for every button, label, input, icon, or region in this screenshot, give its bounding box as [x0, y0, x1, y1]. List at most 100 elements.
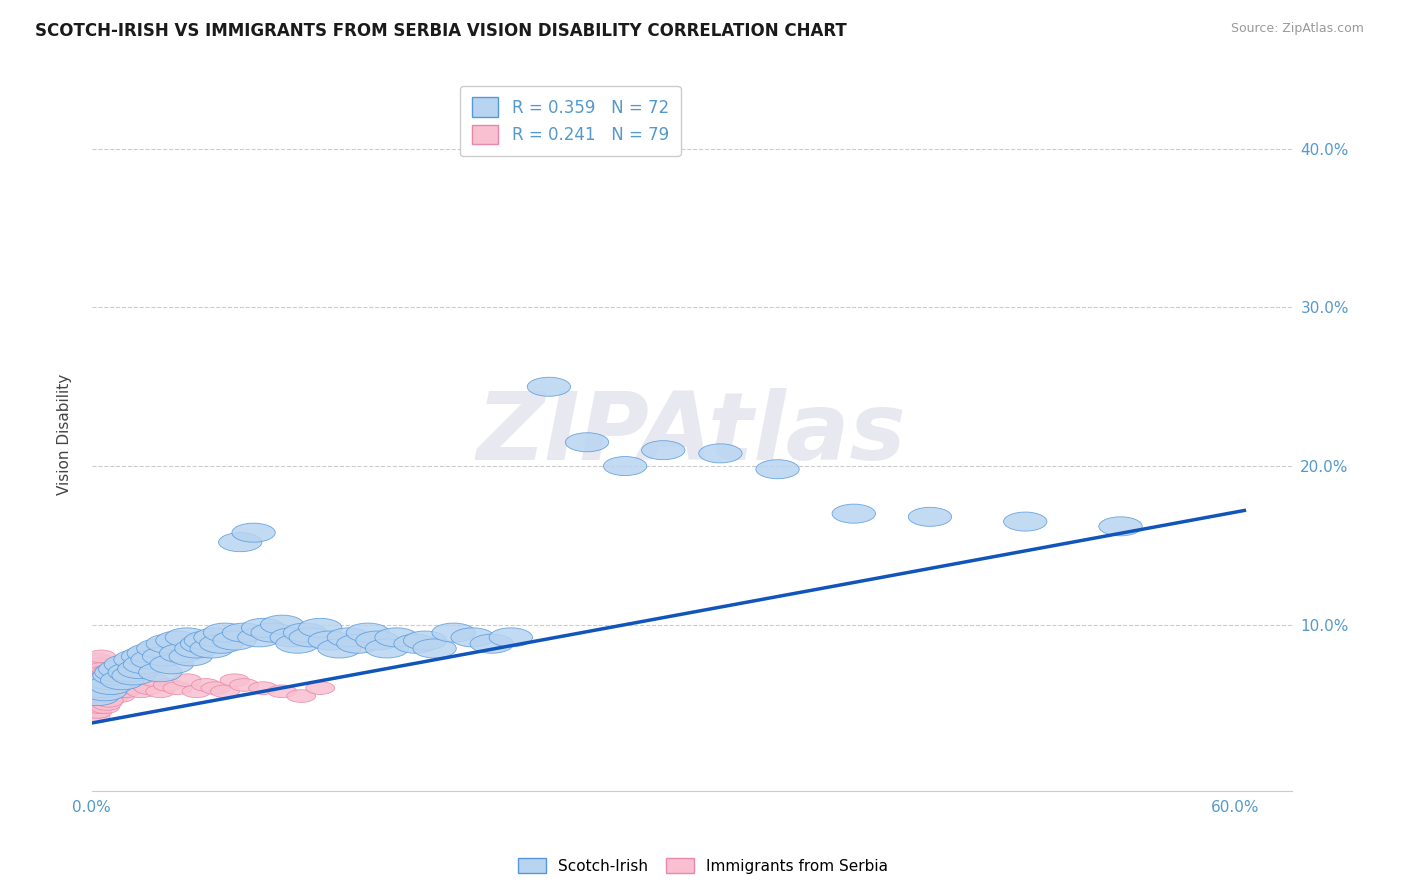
Ellipse shape — [90, 669, 120, 681]
Ellipse shape — [184, 631, 228, 650]
Ellipse shape — [96, 690, 125, 702]
Ellipse shape — [96, 679, 125, 691]
Legend: Scotch-Irish, Immigrants from Serbia: Scotch-Irish, Immigrants from Serbia — [512, 852, 894, 880]
Ellipse shape — [181, 685, 211, 698]
Ellipse shape — [87, 698, 115, 710]
Ellipse shape — [100, 677, 129, 690]
Ellipse shape — [432, 624, 475, 642]
Ellipse shape — [375, 628, 418, 647]
Ellipse shape — [127, 644, 170, 663]
Ellipse shape — [87, 650, 115, 663]
Ellipse shape — [451, 628, 495, 647]
Ellipse shape — [82, 690, 110, 702]
Legend: R = 0.359   N = 72, R = 0.241   N = 79: R = 0.359 N = 72, R = 0.241 N = 79 — [460, 86, 681, 156]
Ellipse shape — [89, 695, 118, 707]
Ellipse shape — [166, 628, 208, 647]
Ellipse shape — [212, 631, 256, 650]
Ellipse shape — [156, 631, 200, 650]
Ellipse shape — [307, 681, 335, 695]
Text: SCOTCH-IRISH VS IMMIGRANTS FROM SERBIA VISION DISABILITY CORRELATION CHART: SCOTCH-IRISH VS IMMIGRANTS FROM SERBIA V… — [35, 22, 846, 40]
Ellipse shape — [84, 669, 114, 681]
Ellipse shape — [96, 666, 125, 679]
Ellipse shape — [191, 679, 221, 691]
Ellipse shape — [146, 685, 174, 698]
Ellipse shape — [83, 653, 112, 666]
Ellipse shape — [159, 644, 202, 663]
Ellipse shape — [1004, 512, 1047, 531]
Ellipse shape — [87, 698, 115, 710]
Ellipse shape — [84, 695, 114, 707]
Ellipse shape — [83, 706, 112, 718]
Ellipse shape — [121, 647, 165, 666]
Ellipse shape — [174, 639, 218, 658]
Ellipse shape — [79, 685, 108, 698]
Ellipse shape — [82, 666, 110, 679]
Ellipse shape — [394, 634, 437, 653]
Ellipse shape — [641, 441, 685, 459]
Ellipse shape — [79, 698, 108, 710]
Ellipse shape — [200, 634, 243, 653]
Ellipse shape — [124, 655, 167, 673]
Ellipse shape — [90, 695, 120, 707]
Text: Source: ZipAtlas.com: Source: ZipAtlas.com — [1230, 22, 1364, 36]
Ellipse shape — [232, 524, 276, 542]
Ellipse shape — [1099, 516, 1142, 536]
Ellipse shape — [908, 508, 952, 526]
Ellipse shape — [413, 639, 457, 658]
Ellipse shape — [136, 639, 180, 658]
Ellipse shape — [103, 685, 131, 698]
Ellipse shape — [142, 647, 186, 666]
Ellipse shape — [114, 650, 157, 669]
Ellipse shape — [527, 377, 571, 396]
Ellipse shape — [565, 433, 609, 451]
Ellipse shape — [89, 666, 118, 679]
Ellipse shape — [127, 685, 156, 698]
Ellipse shape — [150, 655, 193, 673]
Ellipse shape — [100, 690, 129, 702]
Ellipse shape — [190, 639, 233, 658]
Ellipse shape — [89, 690, 118, 702]
Ellipse shape — [76, 687, 120, 706]
Ellipse shape — [222, 624, 266, 642]
Ellipse shape — [135, 681, 163, 695]
Ellipse shape — [153, 679, 183, 691]
Ellipse shape — [118, 659, 160, 679]
Ellipse shape — [94, 663, 138, 681]
Ellipse shape — [180, 634, 224, 653]
Ellipse shape — [111, 685, 141, 698]
Ellipse shape — [93, 679, 121, 691]
Ellipse shape — [93, 666, 121, 679]
Ellipse shape — [146, 634, 190, 653]
Ellipse shape — [287, 690, 316, 702]
Ellipse shape — [603, 457, 647, 475]
Ellipse shape — [238, 628, 281, 647]
Ellipse shape — [82, 710, 110, 723]
Ellipse shape — [366, 639, 409, 658]
Ellipse shape — [87, 685, 115, 698]
Ellipse shape — [84, 681, 114, 695]
Ellipse shape — [110, 679, 138, 691]
Ellipse shape — [114, 673, 142, 687]
Ellipse shape — [104, 685, 132, 698]
Ellipse shape — [489, 628, 533, 647]
Ellipse shape — [699, 444, 742, 463]
Ellipse shape — [104, 673, 132, 687]
Ellipse shape — [104, 655, 148, 673]
Ellipse shape — [229, 679, 259, 691]
Ellipse shape — [404, 631, 447, 650]
Ellipse shape — [79, 673, 108, 687]
Ellipse shape — [346, 624, 389, 642]
Ellipse shape — [336, 634, 380, 653]
Ellipse shape — [284, 624, 326, 642]
Ellipse shape — [98, 673, 127, 685]
Ellipse shape — [470, 634, 513, 653]
Ellipse shape — [80, 679, 122, 698]
Ellipse shape — [211, 685, 239, 698]
Ellipse shape — [82, 679, 110, 691]
Ellipse shape — [83, 679, 112, 691]
Ellipse shape — [89, 675, 132, 695]
Ellipse shape — [290, 628, 332, 647]
Ellipse shape — [139, 663, 181, 681]
Ellipse shape — [242, 618, 285, 638]
Ellipse shape — [98, 685, 127, 698]
